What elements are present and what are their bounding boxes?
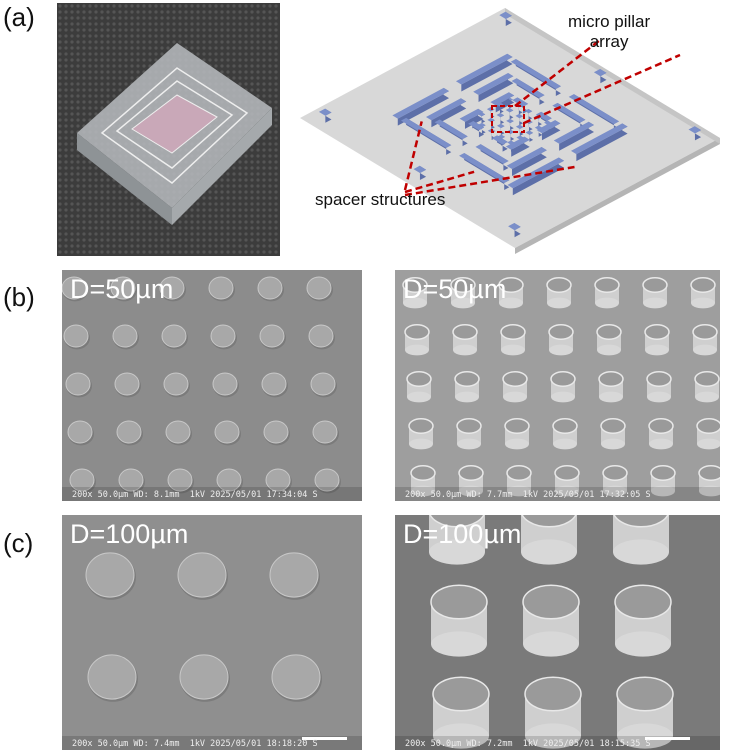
structure	[478, 73, 514, 102]
structure	[559, 121, 594, 151]
panel-label-c: (c)	[3, 528, 34, 558]
pillar	[110, 276, 136, 300]
device-photo	[57, 3, 280, 256]
spacer-label: spacer structures	[315, 190, 446, 209]
pillar	[63, 324, 89, 348]
pillar	[118, 468, 144, 492]
sem-b-left: D=50µm 200x 50.0µm WD: 8.1mm 1kV 2025/05…	[62, 270, 362, 501]
pillar	[85, 552, 135, 598]
pillar	[212, 372, 238, 396]
pillar	[308, 324, 334, 348]
scale-bar	[302, 737, 347, 740]
structure	[576, 123, 628, 162]
pillar	[216, 468, 242, 492]
pillar	[306, 276, 332, 300]
pillar	[271, 654, 321, 700]
pillar	[62, 276, 87, 300]
sem-info: 200x 50.0µm WD: 7.2mm 1kV 2025/05/01 18:…	[405, 739, 651, 749]
pillar	[116, 420, 142, 444]
pillar	[67, 420, 93, 444]
pillar	[177, 552, 227, 598]
pillar	[257, 276, 283, 300]
plate	[300, 8, 720, 248]
panel-label-b: (b)	[3, 282, 35, 312]
sem-info: 200x 50.0µm WD: 7.7mm 1kV 2025/05/01 17:…	[405, 490, 651, 500]
pillar	[312, 420, 338, 444]
pillar-label: micro pillar array	[568, 12, 650, 52]
pillar	[208, 276, 234, 300]
pillar-label-line1: micro pillar	[568, 12, 651, 31]
scale-bar	[645, 737, 690, 740]
structure	[461, 53, 513, 92]
pillar	[263, 420, 289, 444]
sem-b-right: D=50µm 200x 50.0µm WD: 7.7mm 1kV 2025/05…	[395, 270, 720, 501]
diameter-label: D=50µm	[403, 274, 507, 304]
pillar	[112, 324, 138, 348]
pillar	[310, 372, 336, 396]
panel-label-a: (a)	[3, 2, 35, 32]
sem-c-right: D=100µm 200x 50.0µm WD: 7.2mm 1kV 2025/0…	[395, 515, 720, 750]
pillar	[179, 654, 229, 700]
pillar	[87, 654, 137, 700]
pillar	[161, 324, 187, 348]
pillar	[69, 468, 95, 492]
structure	[512, 157, 565, 196]
pillar	[259, 324, 285, 348]
pillar	[165, 420, 191, 444]
schematic: micro pillar array spacer structures	[285, 0, 736, 262]
pillar-label-line2: array	[589, 32, 629, 51]
pillar	[214, 420, 240, 444]
pillar	[210, 324, 236, 348]
pillar	[163, 372, 189, 396]
pillar	[65, 372, 91, 396]
pillar	[261, 372, 287, 396]
diameter-label: D=100µm	[70, 519, 189, 549]
sem-info: 200x 50.0µm WD: 7.4mm 1kV 2025/05/01 18:…	[72, 739, 318, 749]
pillar	[167, 468, 193, 492]
structure	[397, 87, 450, 126]
pillar	[269, 552, 319, 598]
pillar	[159, 276, 185, 300]
sem-c-left: D=100µm 200x 50.0µm WD: 7.4mm 1kV 2025/0…	[62, 515, 362, 750]
sem-info: 200x 50.0µm WD: 8.1mm 1kV 2025/05/01 17:…	[72, 490, 318, 500]
pillar	[314, 468, 340, 492]
structure	[512, 147, 547, 176]
pillar	[114, 372, 140, 396]
pillar	[265, 468, 291, 492]
diameter-label: D=100µm	[403, 519, 522, 549]
diameter-label: D=50µm	[70, 274, 174, 304]
